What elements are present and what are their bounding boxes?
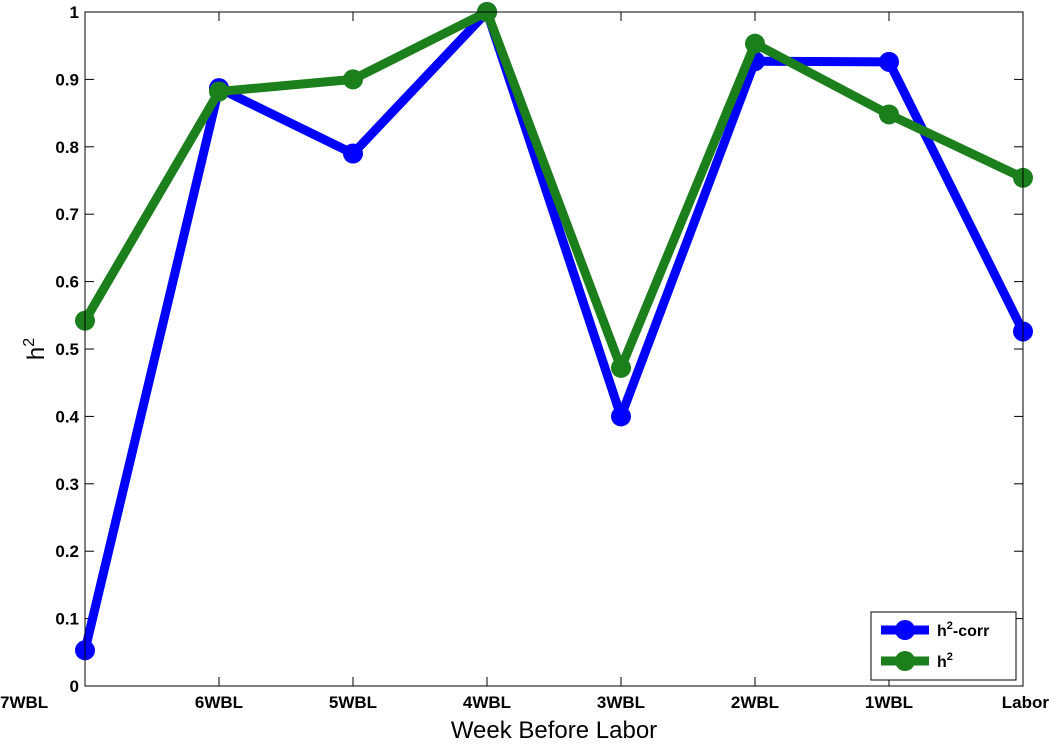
legend-label-sup: 2: [947, 651, 953, 663]
series-line: [81, 7, 1025, 373]
legend-marker: [895, 620, 915, 640]
legend-label: h2: [937, 651, 953, 671]
data-point: [611, 357, 631, 378]
legend-label: h2-corr: [937, 620, 989, 640]
y-tick-label: 0.8: [55, 138, 79, 157]
legend-item: h2-corr: [881, 620, 989, 640]
y-tick-label: 0.3: [55, 475, 79, 494]
legend-label-sup: 2: [947, 620, 953, 632]
y-tick-label: 1: [70, 3, 79, 22]
axes-frame: [84, 11, 1024, 687]
x-tick-label: 2WBL: [731, 693, 779, 712]
data-point: [343, 69, 363, 90]
series-line: [80, 7, 1028, 652]
legend-label-base: h: [937, 654, 947, 671]
y-axis-label-base: h: [23, 347, 50, 360]
y-tick-label: 0.6: [55, 273, 79, 292]
legend-label-base: h: [937, 623, 947, 640]
legend-box: [870, 611, 1017, 681]
data-point: [209, 81, 229, 102]
data-point: [745, 33, 765, 54]
y-axis-label: h2: [21, 338, 50, 360]
x-tick-label: 3WBL: [597, 693, 645, 712]
x-tick-label: 1WBL: [865, 693, 913, 712]
tick-labels: 0 0.1 0.2 0.3 0.4 0.5 0.6 0.7 0.8 0.9 1 7WBL 6WBL 5WB…: [0, 3, 1049, 712]
x-tick-label: 4WBL: [463, 693, 511, 712]
legend-marker: [895, 651, 915, 671]
y-tick-label: 0.5: [55, 340, 79, 359]
y-tick-label: 0: [70, 677, 79, 696]
y-tick-label: 0.1: [55, 610, 79, 629]
legend-item: h2: [881, 651, 953, 671]
y-tick-label: 0.9: [55, 70, 79, 89]
data-point: [879, 51, 899, 72]
legend-label-suffix: -corr: [953, 623, 989, 640]
x-tick-label: 5WBL: [329, 693, 377, 712]
y-tick-label: 0.2: [55, 542, 79, 561]
series-lines: [75, 2, 1033, 661]
x-tick-label: 7WBL: [0, 693, 48, 712]
x-tick-label: 6WBL: [195, 693, 243, 712]
y-axis-label-sup: 2: [21, 338, 38, 347]
y-tick-label: 0.7: [55, 205, 79, 224]
y-tick-label: 0.4: [55, 407, 79, 426]
data-point: [611, 406, 631, 427]
x-tick-label: Labor: [1002, 693, 1050, 712]
data-point: [343, 143, 363, 164]
x-axis-label: Week Before Labor: [451, 717, 657, 744]
data-point: [879, 104, 899, 125]
